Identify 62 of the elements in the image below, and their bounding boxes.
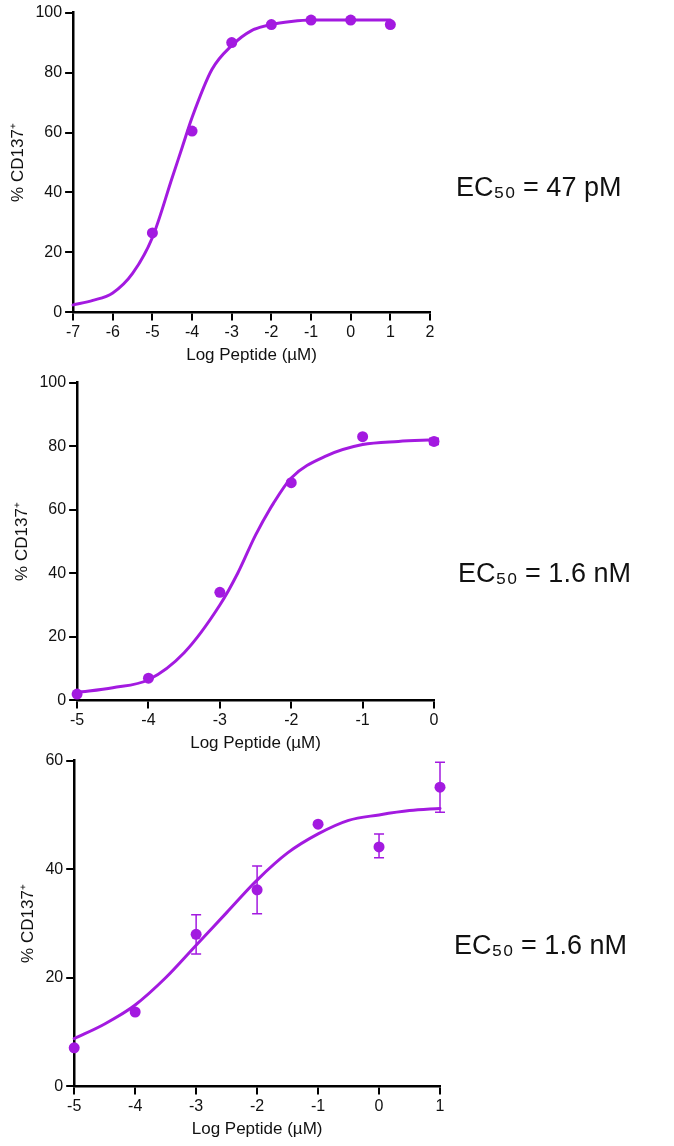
- point: [146, 227, 158, 239]
- x-tick-label: 1: [435, 1097, 445, 1115]
- x-tick-label: -5: [69, 711, 85, 729]
- x-tick-label: -6: [105, 323, 120, 341]
- x-tick-label: -7: [65, 323, 81, 341]
- point: [129, 1006, 141, 1018]
- x-tick-label: -1: [310, 1097, 326, 1115]
- x-tick-label: -3: [212, 711, 228, 729]
- x-tick-label: -2: [284, 711, 299, 729]
- y-tick-label: 0: [57, 690, 67, 708]
- x-tick-label: 0: [346, 323, 356, 341]
- y-tick-label: 0: [53, 302, 63, 320]
- y-tick-label: 100: [39, 373, 67, 391]
- point: [285, 477, 297, 489]
- y-tick-label: 60: [45, 751, 64, 769]
- x-tick-label: -4: [141, 711, 156, 729]
- point: [305, 14, 317, 26]
- y-tick-label: 60: [48, 500, 67, 518]
- point: [142, 672, 154, 684]
- x-axis-title: Log Peptide (µM): [191, 1119, 323, 1139]
- y-tick-label: 20: [48, 627, 67, 645]
- y-tick-label: 0: [54, 1076, 64, 1094]
- y-tick-label: 80: [48, 436, 67, 454]
- x-tick-label: -4: [128, 1097, 143, 1115]
- y-tick-label: 60: [44, 122, 63, 140]
- x-tick-label: -1: [355, 711, 370, 729]
- y-tick-label: 100: [35, 3, 63, 21]
- x-axis-title: Log Peptide (µM): [186, 345, 317, 365]
- x-tick-label: 0: [374, 1097, 384, 1115]
- x-tick-label: -5: [67, 1097, 82, 1115]
- x-tick-label: -2: [264, 323, 279, 341]
- point: [312, 818, 324, 830]
- x-tick-label: -2: [249, 1097, 265, 1115]
- x-tick-label: 0: [429, 711, 439, 729]
- point: [384, 19, 396, 31]
- point: [345, 14, 357, 26]
- point: [214, 586, 226, 598]
- point: [68, 1042, 80, 1054]
- x-tick-label: 1: [385, 323, 395, 341]
- x-tick-label: -4: [184, 323, 200, 341]
- y-tick-label: 80: [44, 62, 63, 80]
- y-tick-label: 20: [45, 968, 64, 986]
- point: [357, 431, 369, 443]
- point: [226, 37, 238, 49]
- x-axis-title: Log Peptide (µM): [190, 733, 321, 753]
- y-tick-label: 40: [48, 563, 67, 581]
- x-tick-label: 2: [425, 323, 435, 341]
- y-axis-title: % CD137⁺: [11, 502, 31, 581]
- x-tick-label: -3: [224, 323, 239, 341]
- x-tick-label: -5: [145, 323, 160, 341]
- y-tick-label: 20: [44, 242, 63, 260]
- y-axis-title: % CD137⁺: [17, 884, 37, 963]
- text: EC₅₀ = 47 pM: [456, 172, 622, 203]
- x-tick-label: -3: [189, 1097, 204, 1115]
- text: EC₅₀ = 1.6 nM: [454, 930, 627, 961]
- x-tick-label: -1: [303, 323, 319, 341]
- y-axis-title: % CD137⁺: [7, 123, 27, 202]
- point: [265, 19, 277, 31]
- y-tick-label: 40: [44, 182, 63, 200]
- text: EC₅₀ = 1.6 nM: [458, 558, 631, 589]
- y-tick-label: 40: [45, 859, 64, 877]
- point: [186, 125, 198, 137]
